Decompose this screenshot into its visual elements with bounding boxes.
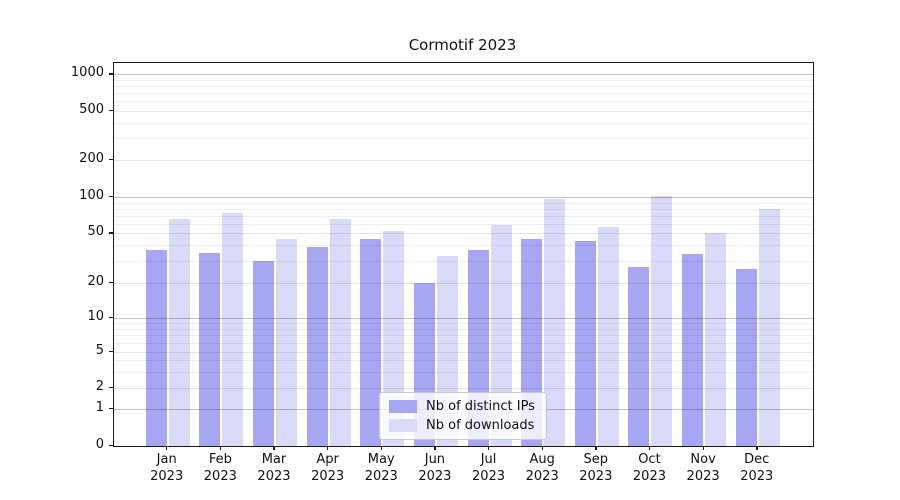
x-tick-label-jul: Jul 2023 [471,452,506,484]
x-tick-label-may: May 2023 [364,452,398,484]
legend-label-downloads: Nb of downloads [426,418,535,433]
bar-downloads [383,231,405,446]
y-tick-label: 1 [95,399,104,415]
legend-swatch-distinct-ips [389,400,417,413]
bar-downloads [544,199,566,446]
gridline-minor [114,215,813,217]
gridline-minor [114,138,813,140]
y-tick-mark [109,386,113,388]
x-tick-label-mar: Mar 2023 [257,452,291,484]
x-tick-label-oct: Oct 2023 [632,452,666,484]
y-tick-label: 20 [87,273,104,289]
x-tick-label-apr: Apr 2023 [311,452,345,484]
y-tick-mark [109,196,113,198]
gridline-minor [114,223,813,225]
gridline-minor [114,122,813,124]
bar-distinct-ips [628,266,650,446]
legend-label-distinct-ips: Nb of distinct IPs [426,399,535,414]
x-tick-mark [488,445,490,450]
bar-distinct-ips [199,252,221,446]
bar-distinct-ips [145,249,167,446]
bar-downloads [275,238,297,446]
x-tick-mark [702,445,704,450]
gridline-major [114,197,813,198]
bar-downloads [222,212,244,446]
x-tick-mark [166,445,168,450]
gridline-minor [114,79,813,81]
x-tick-mark [219,445,222,450]
y-tick-label: 0 [95,436,104,452]
legend-row-downloads: Nb of downloads [389,418,535,433]
gridline-minor [114,208,813,210]
bar-distinct-ips [574,241,596,446]
x-tick-label-jan: Jan 2023 [150,452,184,484]
legend-swatch-downloads [389,419,417,432]
y-tick-label: 1000 [70,65,104,81]
gridline-minor [114,86,813,88]
y-tick-mark [109,350,113,352]
y-tick-label: 50 [87,224,104,240]
x-tick-mark [380,445,383,450]
bar-downloads [490,224,512,446]
gridline-minor [114,93,813,95]
bar-downloads [705,233,727,446]
gridline-minor [114,202,813,204]
x-tick-label-dec: Dec 2023 [740,452,774,484]
y-tick-mark [109,110,113,112]
x-tick-label-feb: Feb 2023 [203,452,237,484]
legend: Nb of distinct IPs Nb of downloads [379,392,547,440]
y-tick-mark [109,407,113,409]
bar-distinct-ips [360,238,382,446]
bar-distinct-ips [735,268,757,446]
bar-distinct-ips [252,260,274,446]
y-tick-label: 500 [79,102,104,117]
gridline-sub [114,111,813,112]
y-tick-label: 2 [95,378,104,394]
y-tick-mark [109,73,113,75]
bar-downloads [329,218,351,446]
legend-row-distinct-ips: Nb of distinct IPs [389,399,535,414]
y-tick-mark [109,232,113,234]
bar-distinct-ips [306,246,328,446]
x-tick-label-nov: Nov 2023 [686,452,720,484]
x-tick-mark [595,445,597,450]
x-tick-mark [541,445,543,450]
x-tick-mark [434,445,436,450]
x-tick-label-jun: Jun 2023 [418,452,452,484]
x-tick-label-aug: Aug 2023 [525,452,559,484]
x-tick-mark [273,445,275,450]
bar-downloads [758,209,780,446]
bar-downloads [651,196,673,446]
plot-area: Nb of distinct IPs Nb of downloads [113,62,814,447]
bar-distinct-ips [682,254,704,446]
x-tick-mark [327,445,329,450]
bar-downloads [168,218,190,446]
x-tick-label-sep: Sep 2023 [579,452,613,484]
y-tick-mark [109,316,113,318]
gridline-sub [114,160,813,161]
y-tick-mark [109,159,113,161]
gridline-minor [114,101,813,103]
x-tick-mark [756,445,758,450]
x-tick-mark [648,445,651,450]
bar-downloads [597,227,619,446]
y-tick-label: 100 [79,188,104,203]
y-tick-mark [109,281,113,283]
y-tick-label: 10 [87,308,104,324]
y-tick-label: 200 [79,151,104,166]
y-tick-label: 5 [95,342,104,358]
gridline-major [114,74,813,76]
y-tick-mark [109,444,113,446]
chart-title: Cormotif 2023 [408,36,517,54]
